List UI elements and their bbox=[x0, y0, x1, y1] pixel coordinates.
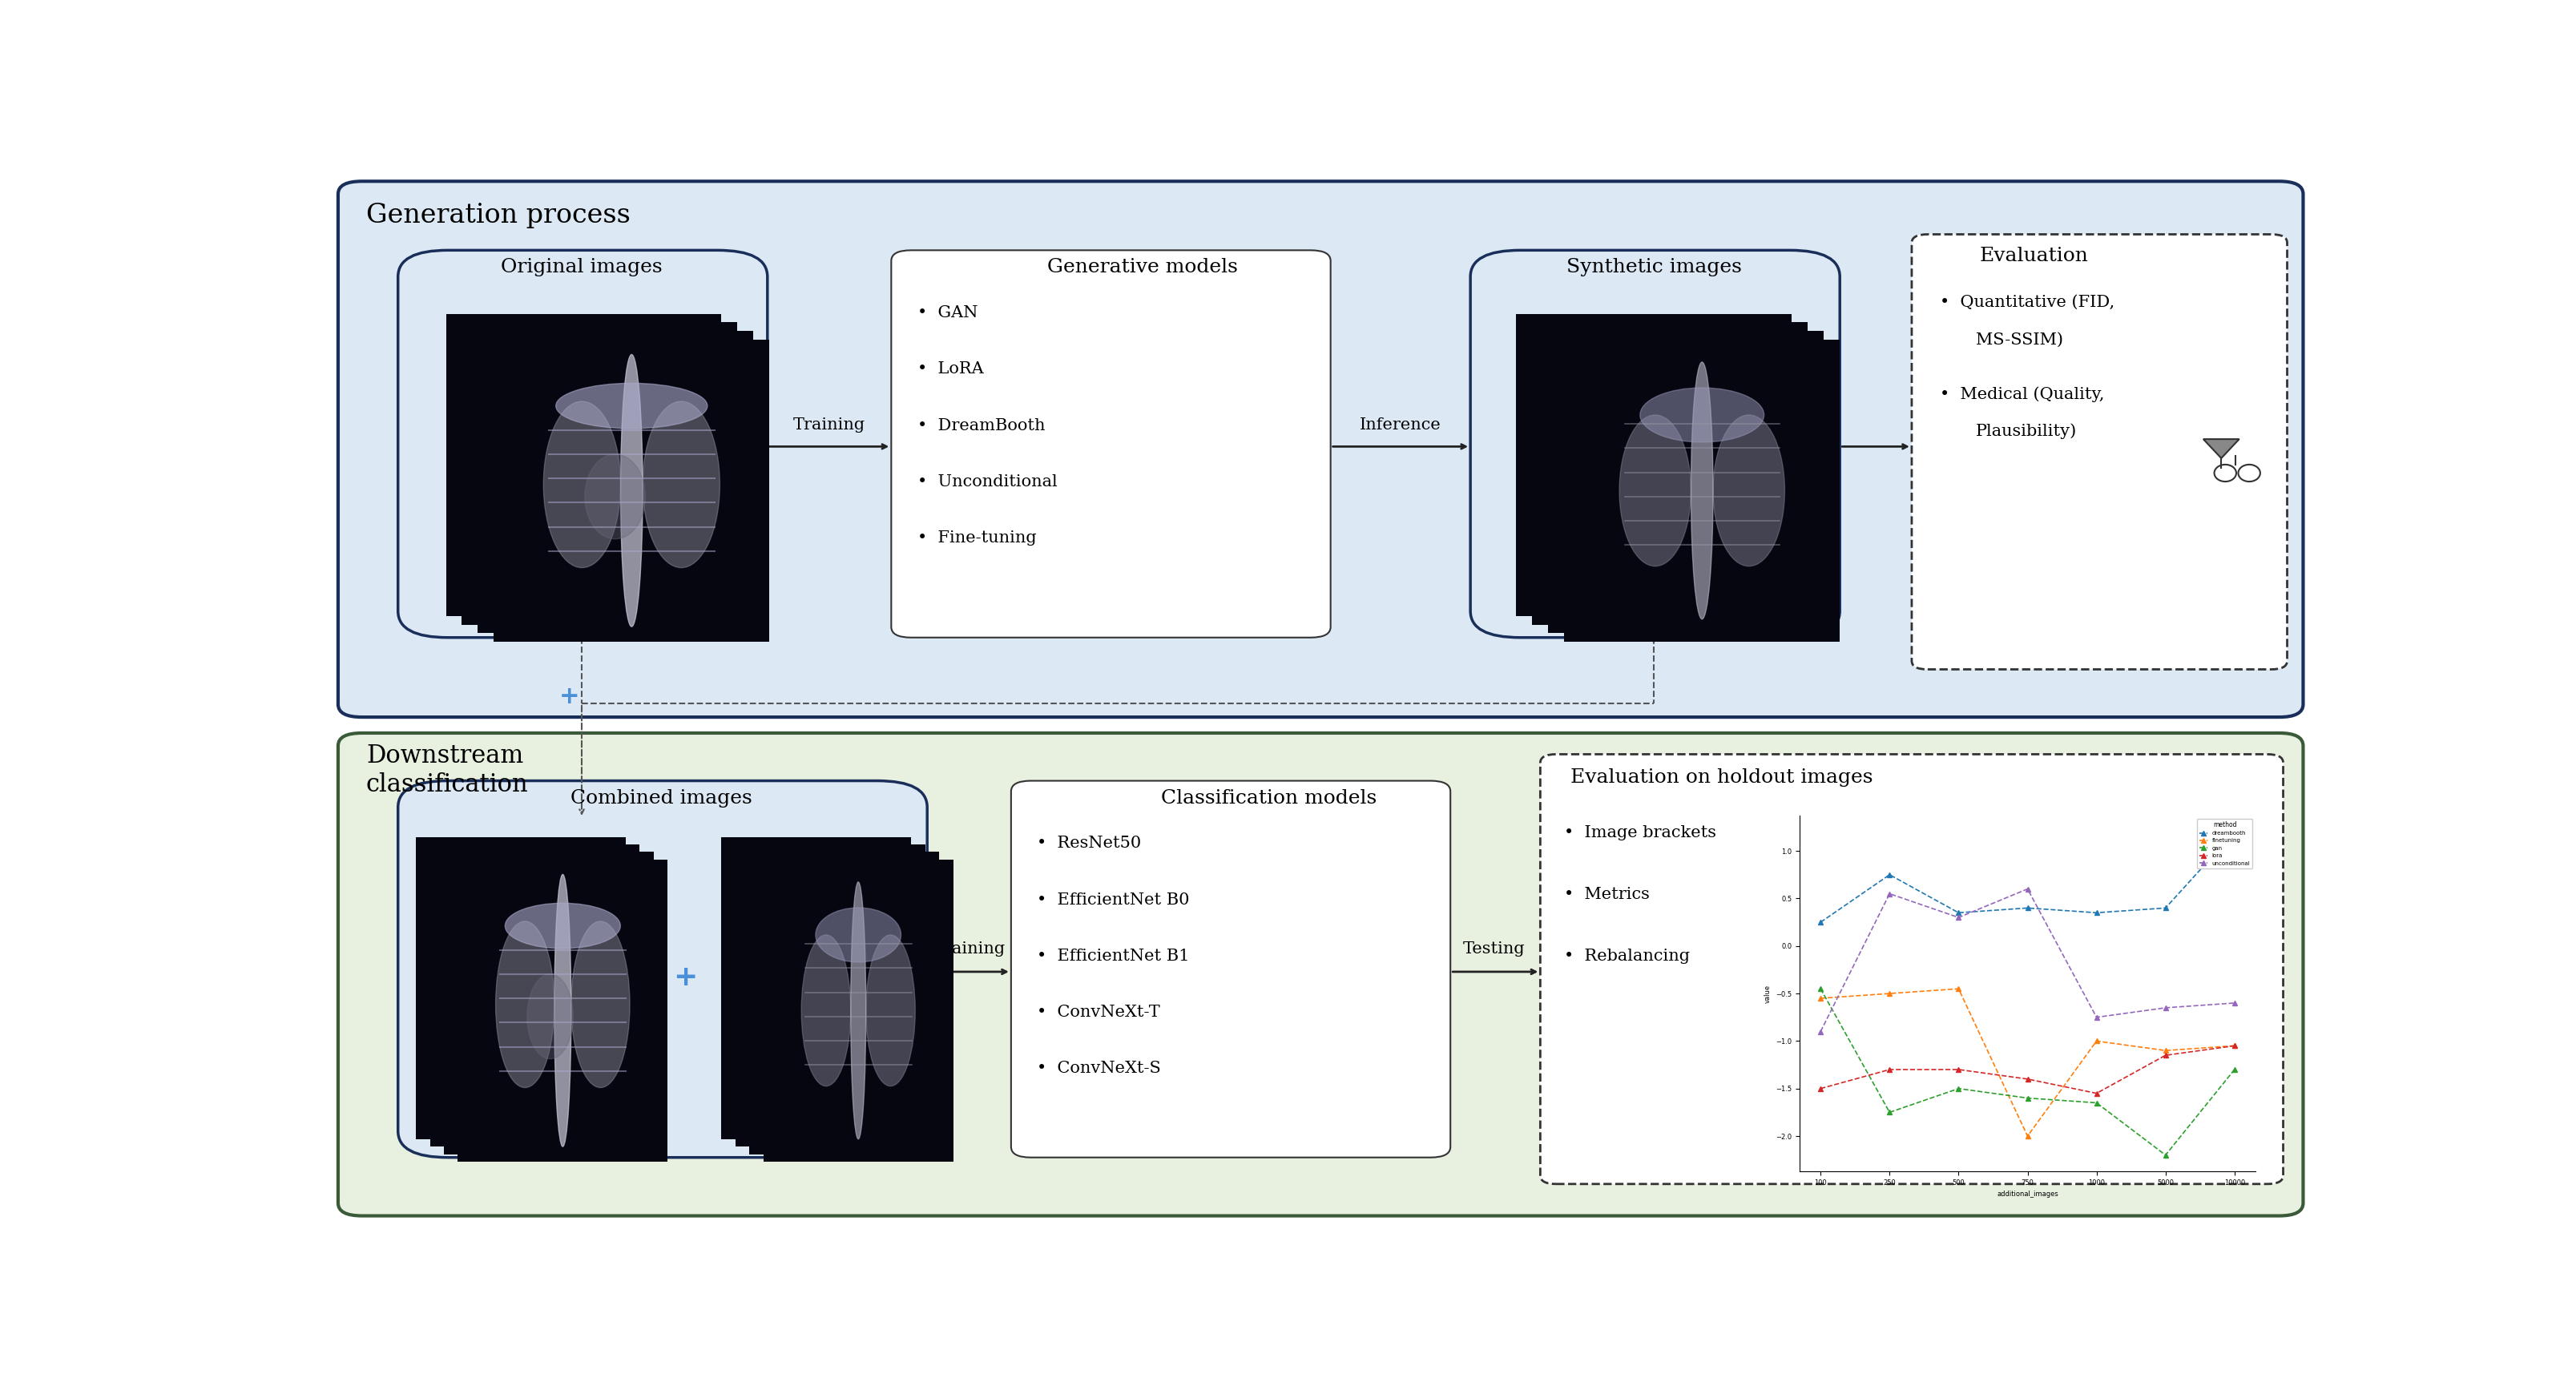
Text: Downstream
classification: Downstream classification bbox=[366, 744, 528, 796]
FancyBboxPatch shape bbox=[337, 733, 2303, 1215]
FancyBboxPatch shape bbox=[337, 182, 2303, 717]
Text: •  Unconditional: • Unconditional bbox=[917, 474, 1056, 489]
Text: Synthetic images: Synthetic images bbox=[1566, 258, 1741, 276]
FancyBboxPatch shape bbox=[1540, 754, 2282, 1184]
Text: Plausibility): Plausibility) bbox=[1976, 423, 2076, 440]
Text: •  Rebalancing: • Rebalancing bbox=[1564, 948, 1690, 963]
FancyBboxPatch shape bbox=[1911, 234, 2287, 670]
Text: Original images: Original images bbox=[500, 258, 662, 276]
Text: •  Image brackets: • Image brackets bbox=[1564, 825, 1716, 841]
Text: MS-SSIM): MS-SSIM) bbox=[1976, 332, 2063, 347]
Text: •  Fine-tuning: • Fine-tuning bbox=[917, 531, 1036, 546]
Text: Combined images: Combined images bbox=[569, 790, 752, 808]
FancyBboxPatch shape bbox=[397, 251, 768, 638]
Text: +: + bbox=[672, 963, 698, 991]
FancyBboxPatch shape bbox=[891, 251, 1329, 638]
Text: Training: Training bbox=[933, 941, 1005, 956]
Text: •  LoRA: • LoRA bbox=[917, 361, 984, 376]
Text: Evaluation on holdout images: Evaluation on holdout images bbox=[1569, 768, 1873, 787]
Text: Evaluation: Evaluation bbox=[1978, 247, 2087, 266]
Text: •  GAN: • GAN bbox=[917, 306, 976, 321]
Text: Classification models: Classification models bbox=[1159, 790, 1376, 808]
Text: Generation process: Generation process bbox=[366, 203, 631, 229]
Text: •  EfficientNet B0: • EfficientNet B0 bbox=[1036, 892, 1190, 907]
Text: Training: Training bbox=[793, 418, 866, 433]
Text: •  ConvNeXt-S: • ConvNeXt-S bbox=[1036, 1061, 1162, 1076]
Text: •  Quantitative (FID,: • Quantitative (FID, bbox=[1940, 295, 2115, 310]
Text: +: + bbox=[559, 685, 580, 708]
FancyBboxPatch shape bbox=[1471, 251, 1839, 638]
FancyBboxPatch shape bbox=[1010, 781, 1450, 1158]
Text: Inference: Inference bbox=[1360, 418, 1440, 433]
Polygon shape bbox=[2202, 440, 2239, 459]
Text: •  DreamBooth: • DreamBooth bbox=[917, 418, 1046, 433]
Text: •  Medical (Quality,: • Medical (Quality, bbox=[1940, 386, 2105, 402]
Text: Generative models: Generative models bbox=[1046, 258, 1236, 276]
FancyBboxPatch shape bbox=[397, 781, 927, 1158]
Text: •  EfficientNet B1: • EfficientNet B1 bbox=[1036, 948, 1190, 963]
Text: Testing: Testing bbox=[1463, 941, 1525, 956]
Text: •  ResNet50: • ResNet50 bbox=[1036, 836, 1141, 852]
Text: •  ConvNeXt-T: • ConvNeXt-T bbox=[1036, 1005, 1159, 1020]
Text: •  Metrics: • Metrics bbox=[1564, 887, 1649, 903]
